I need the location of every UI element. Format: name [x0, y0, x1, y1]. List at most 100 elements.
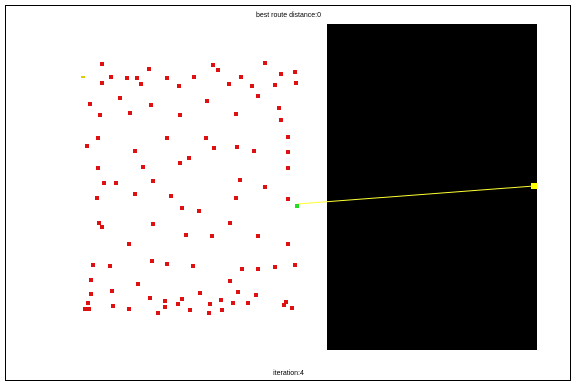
city-point: [139, 82, 143, 86]
city-point: [86, 301, 90, 305]
city-point: [98, 113, 102, 117]
city-point: [236, 290, 240, 294]
city-point: [286, 242, 290, 246]
city-point: [263, 185, 267, 189]
city-point: [111, 304, 115, 308]
city-point: [89, 292, 93, 296]
city-point: [250, 84, 254, 88]
city-point: [109, 75, 113, 79]
city-point: [118, 96, 122, 100]
city-point: [254, 293, 258, 297]
city-point: [184, 233, 188, 237]
city-point: [234, 196, 238, 200]
city-point: [177, 84, 181, 88]
city-point: [227, 82, 231, 86]
city-point: [240, 267, 244, 271]
city-point: [279, 72, 283, 76]
city-point: [128, 111, 132, 115]
city-point: [210, 234, 214, 238]
city-point: [133, 149, 137, 153]
city-point: [178, 113, 182, 117]
city-point: [100, 62, 104, 66]
city-point: [192, 75, 196, 79]
city-point: [180, 206, 184, 210]
city-point: [211, 63, 215, 67]
city-point: [102, 181, 106, 185]
city-point: [127, 307, 131, 311]
city-point: [286, 135, 290, 139]
city-point: [163, 305, 167, 309]
city-point: [293, 70, 297, 74]
city-point: [256, 94, 260, 98]
city-point: [176, 302, 180, 306]
city-point: [127, 242, 131, 246]
route-endpoint-marker: [531, 183, 537, 189]
city-point: [228, 221, 232, 225]
city-point: [97, 221, 101, 225]
city-point: [286, 150, 290, 154]
city-point: [96, 166, 100, 170]
city-point: [234, 112, 238, 116]
city-point: [148, 296, 152, 300]
city-point: [286, 166, 290, 170]
city-point: [277, 106, 281, 110]
city-point: [165, 262, 169, 266]
city-point: [188, 308, 192, 312]
city-point: [169, 194, 173, 198]
city-point: [282, 303, 286, 307]
city-point: [220, 308, 224, 312]
city-point: [228, 279, 232, 283]
best-route-distance-title: best route distance:0: [256, 12, 321, 19]
city-point: [286, 197, 290, 201]
city-point: [108, 264, 112, 268]
city-point: [273, 265, 277, 269]
city-point: [114, 181, 118, 185]
city-point: [83, 307, 87, 311]
city-point: [151, 179, 155, 183]
city-point: [85, 144, 89, 148]
city-point: [205, 99, 209, 103]
city-point: [293, 263, 297, 267]
city-point: [151, 222, 155, 226]
city-point: [284, 300, 288, 304]
city-point: [212, 146, 216, 150]
city-point: [110, 289, 114, 293]
city-point: [231, 301, 235, 305]
city-point: [180, 297, 184, 301]
city-point: [216, 68, 220, 72]
city-point: [187, 156, 191, 160]
city-points: [83, 61, 298, 315]
city-point: [89, 278, 93, 282]
city-point: [207, 311, 211, 315]
city-point: [100, 81, 104, 85]
black-panel: [327, 24, 537, 350]
city-point: [95, 196, 99, 200]
city-point: [246, 301, 250, 305]
city-point: [135, 76, 139, 80]
city-point: [150, 259, 154, 263]
city-point: [263, 61, 267, 65]
city-point: [239, 75, 243, 79]
city-point: [133, 192, 137, 196]
city-point: [147, 67, 151, 71]
start-city-marker: [81, 76, 85, 78]
city-point: [279, 118, 283, 122]
city-point: [256, 267, 260, 271]
city-point: [198, 291, 202, 295]
city-point: [163, 299, 167, 303]
city-point: [235, 145, 239, 149]
city-point: [256, 234, 260, 238]
current-city-marker: [295, 204, 299, 208]
city-point: [178, 161, 182, 165]
city-point: [219, 298, 223, 302]
city-point: [294, 81, 298, 85]
city-point: [136, 282, 140, 286]
city-point: [208, 302, 212, 306]
city-point: [273, 83, 277, 87]
city-point: [290, 306, 294, 310]
route-line: [296, 185, 535, 205]
city-point: [87, 307, 91, 311]
city-point: [238, 178, 242, 182]
city-point: [149, 103, 153, 107]
